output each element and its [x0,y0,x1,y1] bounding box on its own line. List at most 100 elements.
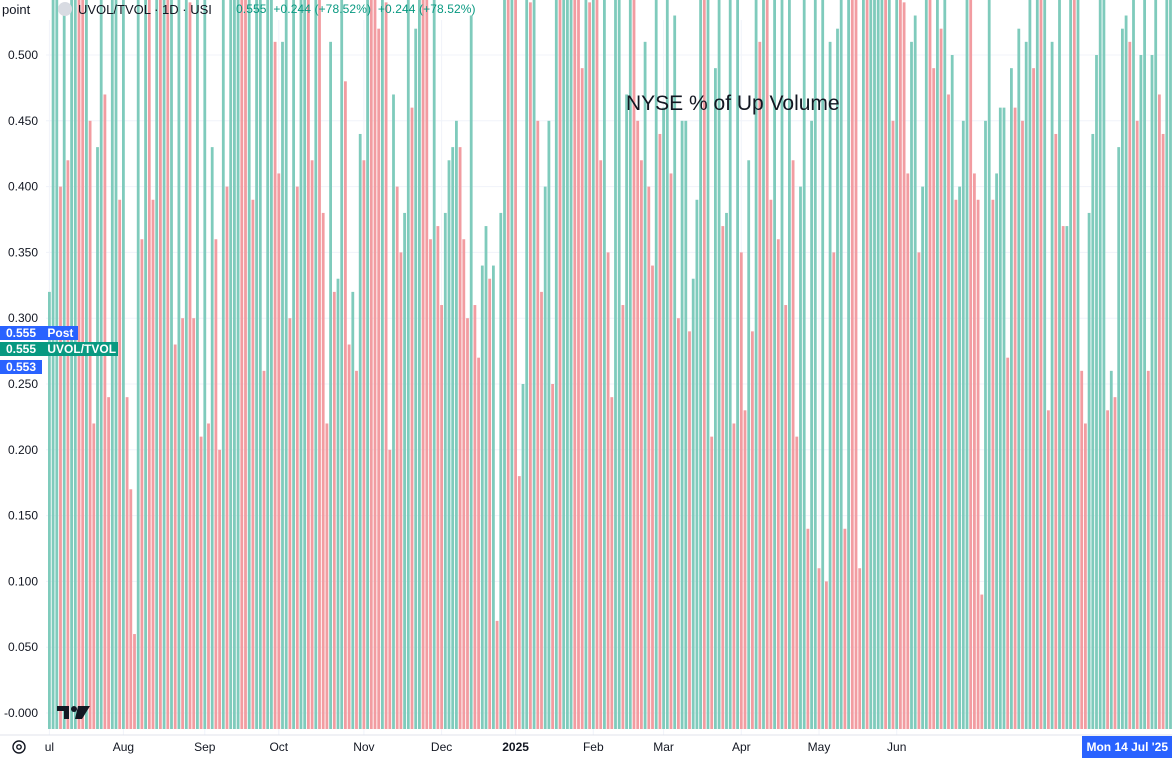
data-bar [832,252,836,729]
data-bar [780,0,784,730]
data-bar [621,305,625,729]
data-bar [503,0,506,729]
data-bar [225,186,229,730]
data-bar [843,528,847,729]
data-bar [632,0,636,730]
data-bar [684,120,688,730]
data-bar [932,68,936,729]
data-bar [599,160,603,729]
data-bar [310,160,314,729]
data-bar [1087,212,1091,730]
data-bar [1102,0,1106,729]
x-tick-label: Dec [431,740,452,754]
x-tick-label: ul [45,740,54,754]
data-bar [506,0,510,729]
data-bar [403,212,406,730]
data-bar [880,0,884,730]
data-bar [821,0,825,729]
last-label: UVOL/TVOL [47,342,117,356]
data-bar [517,476,521,729]
y-tick-label: -0.000 [4,706,38,720]
data-bar [281,41,284,729]
data-bar [399,252,403,729]
data-bar [521,384,525,729]
data-bar [584,0,588,730]
data-bar [529,2,532,730]
data-bar [443,212,447,730]
data-bar [147,0,151,729]
data-bar [913,15,917,729]
data-bar [1013,107,1017,729]
data-bar [965,0,969,729]
data-bar [340,0,344,730]
data-bar [551,384,554,729]
data-bar [218,449,221,729]
data-bar [140,239,144,730]
data-bar [736,0,739,730]
data-bar [721,226,725,729]
data-bar [381,0,384,729]
data-bar [1135,120,1139,730]
data-bar [762,0,765,730]
data-bar [88,120,92,730]
data-bar [295,186,299,730]
data-bar [1021,120,1024,730]
data-bar [961,120,965,730]
data-bar [980,594,984,729]
data-bar [284,0,288,729]
data-bar [839,0,843,729]
y-tick-label: 0.250 [8,377,38,391]
data-bar [210,147,214,729]
data-bar [625,94,628,730]
data-bar [728,0,732,729]
data-bar [850,0,854,729]
data-bar [706,0,710,730]
data-bar [1069,0,1072,729]
data-bar [451,147,455,729]
data-bar [710,436,714,729]
data-bar [691,278,695,729]
data-bar [580,68,584,729]
data-bar [122,0,125,730]
data-bar [170,0,173,730]
data-bar [928,0,932,730]
y-tick-label: 0.500 [8,48,38,62]
data-bar [640,160,643,729]
axis-unit-label: point [2,2,31,17]
data-bar [473,305,477,729]
data-bar [151,199,155,729]
data-bar [813,0,817,729]
data-bar [525,0,529,730]
data-bar [1017,28,1021,730]
data-bar [366,0,369,729]
y-tick-label: 0.050 [8,640,38,654]
data-bar [1113,397,1117,729]
data-bar [1121,28,1124,730]
data-bar [936,0,939,729]
data-bar [739,252,743,729]
symbol-title[interactable]: UVOL/TVOL · 1D · USI [78,2,212,17]
data-bar [118,199,122,729]
x-tick-label: Oct [269,740,288,754]
data-bar [887,0,891,729]
data-bar [858,568,862,729]
data-bar [802,0,806,729]
data-bar [196,0,199,729]
data-bar [902,2,906,730]
crosshair-date-label: Mon 14 Jul '25 [1082,736,1172,758]
pre-price-tag: 0.553 [0,360,42,374]
data-bar [277,173,281,729]
data-bar [1095,55,1098,729]
settings-gear-icon[interactable] [10,738,28,756]
data-bar [1047,410,1050,729]
data-bar [558,0,562,729]
data-bar [321,212,325,730]
data-bar [240,0,244,729]
data-bar [203,0,207,729]
data-bar [355,370,358,729]
data-bar [817,568,821,729]
data-bar [155,0,159,730]
data-bar [214,239,218,730]
data-bar [1117,147,1121,729]
